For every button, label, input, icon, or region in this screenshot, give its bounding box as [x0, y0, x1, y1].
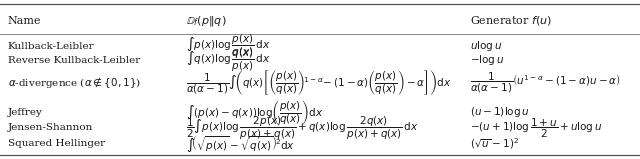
Text: $\dfrac{1}{\alpha(\alpha-1)}\int\!\left(q(x)\left[\left(\dfrac{p(x)}{q(x)}\right: $\dfrac{1}{\alpha(\alpha-1)}\int\!\left(…	[186, 68, 451, 97]
Text: $\mathbb{D}_f(p\|q)$: $\mathbb{D}_f(p\|q)$	[186, 14, 226, 28]
Text: $\int(p(x)-q(x))\log\!\left(\dfrac{p(x)}{q(x)}\right)\mathrm{d}x$: $\int(p(x)-q(x))\log\!\left(\dfrac{p(x)}…	[186, 98, 323, 127]
Text: Jensen-Shannon: Jensen-Shannon	[8, 124, 93, 132]
Text: $\dfrac{1}{2}\int p(x)\log\dfrac{2p(x)}{p(x)+q(x)}+q(x)\log\dfrac{2q(x)}{p(x)+q(: $\dfrac{1}{2}\int p(x)\log\dfrac{2p(x)}{…	[186, 114, 419, 142]
Text: Jeffrey: Jeffrey	[8, 108, 42, 117]
Text: $(\sqrt{u}-1)^2$: $(\sqrt{u}-1)^2$	[470, 136, 520, 151]
Text: $\alpha$-divergence ($\alpha\notin\{0,1\}$): $\alpha$-divergence ($\alpha\notin\{0,1\…	[8, 75, 141, 90]
Text: $-\log u$: $-\log u$	[470, 53, 505, 67]
Text: $\dfrac{1}{\alpha(\alpha-1)}\left(u^{1-\alpha}-(1-\alpha)u-\alpha\right)$: $\dfrac{1}{\alpha(\alpha-1)}\left(u^{1-\…	[470, 71, 621, 95]
Text: $-(u+1)\log\dfrac{1+u}{2}+u\log u$: $-(u+1)\log\dfrac{1+u}{2}+u\log u$	[470, 116, 603, 140]
Text: $\int\!\left(\sqrt{p(x)}-\sqrt{q(x)}\right)^{\!2}\mathrm{d}x$: $\int\!\left(\sqrt{p(x)}-\sqrt{q(x)}\rig…	[186, 133, 294, 154]
Text: $u\log u$: $u\log u$	[470, 39, 502, 53]
Text: Reverse Kullback-Leibler: Reverse Kullback-Leibler	[8, 56, 140, 65]
Text: Name: Name	[8, 16, 41, 26]
Text: Generator $f(u)$: Generator $f(u)$	[470, 14, 552, 27]
Text: Kullback-Leibler: Kullback-Leibler	[8, 42, 94, 51]
Text: $\int p(x)\log\dfrac{p(x)}{q(x)}\,\mathrm{d}x$: $\int p(x)\log\dfrac{p(x)}{q(x)}\,\mathr…	[186, 32, 270, 60]
Text: Squared Hellinger: Squared Hellinger	[8, 139, 105, 148]
Text: $\int q(x)\log\dfrac{q(x)}{p(x)}\,\mathrm{d}x$: $\int q(x)\log\dfrac{q(x)}{p(x)}\,\mathr…	[186, 47, 270, 74]
Text: $(u-1)\log u$: $(u-1)\log u$	[470, 105, 530, 119]
